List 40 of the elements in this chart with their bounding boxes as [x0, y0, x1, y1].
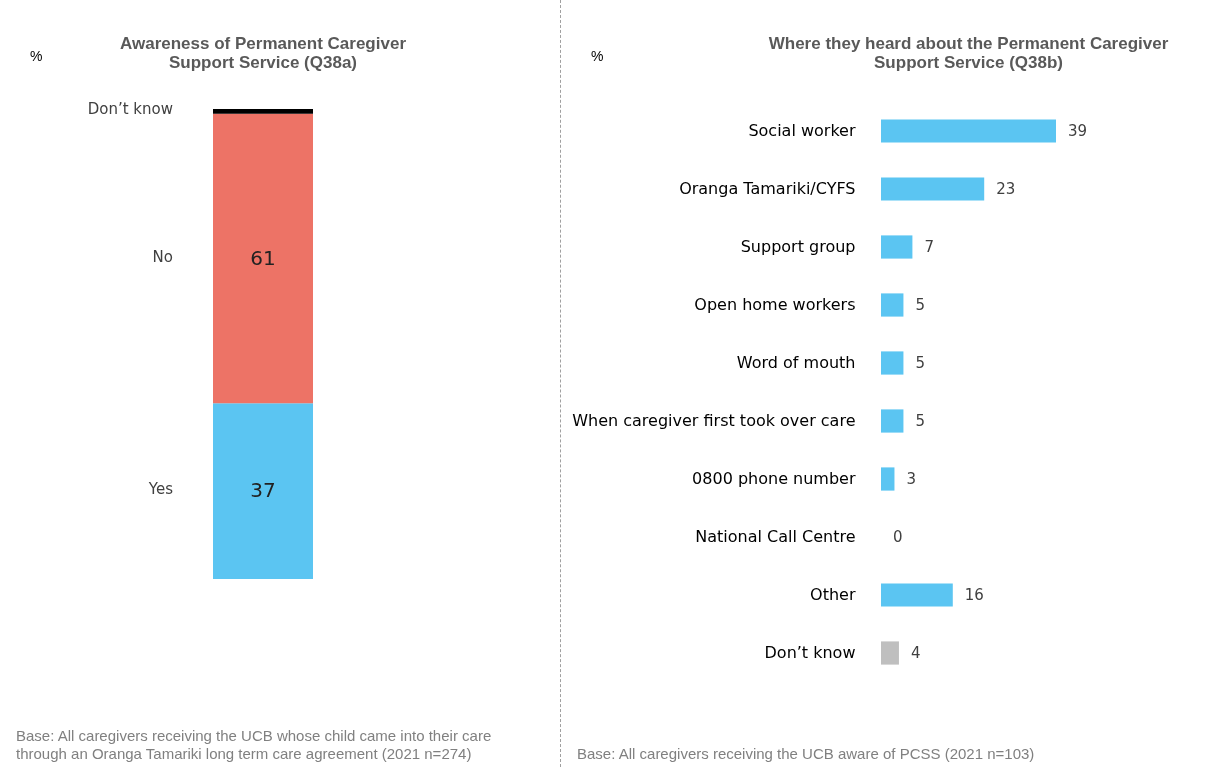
data-label: 7	[924, 238, 934, 256]
chart-title: Awareness of Permanent Caregiver Support Service (Q38a)	[120, 34, 407, 73]
data-label: 5	[915, 296, 925, 314]
y-axis-title: %	[30, 48, 43, 64]
data-label: 37	[250, 478, 276, 503]
y-tick-label: Oranga Tamariki/CYFS	[679, 179, 856, 198]
chart-title: Where they heard about the Permanent Caregiver Support Service (Q38b)	[768, 34, 1169, 72]
text: No	[152, 247, 173, 266]
data-label: 0	[893, 528, 903, 546]
data-label: 5	[915, 412, 925, 430]
y-tick-label: Don’t know	[764, 643, 856, 662]
y-tick-label: When caregiver first took over care	[572, 411, 856, 430]
y-tick-label: Open home workers	[694, 295, 856, 314]
bar	[881, 119, 1056, 143]
bar	[881, 177, 985, 201]
bar	[881, 293, 904, 317]
y-tick-label: Support group	[740, 237, 856, 256]
bar	[881, 467, 895, 491]
y-tick-label: Social worker	[748, 121, 856, 140]
data-label: 23	[996, 180, 1016, 198]
bar	[881, 641, 899, 665]
data-label: 5	[915, 354, 925, 372]
text: Base: All caregivers receiving the UCB aware of PCSS (2021 n=103)	[577, 745, 1036, 763]
y-tick-label: National Call Centre	[695, 527, 856, 546]
text: Don’t know	[87, 100, 173, 119]
bar	[881, 351, 904, 375]
data-label: 16	[964, 586, 984, 604]
y-tick-label: 0800 phone number	[692, 469, 856, 488]
bar	[881, 583, 953, 607]
text: Yes	[147, 480, 174, 499]
bar	[881, 409, 904, 433]
bar	[881, 235, 913, 259]
y-tick-label: Other	[810, 585, 856, 604]
data-label: 4	[910, 644, 921, 662]
y-tick-label: Word of mouth	[736, 353, 856, 372]
data-label: 3	[906, 470, 917, 488]
text: Base: All caregivers receiving the UCB whose child came into their care through an Oranga Tamariki long term care agreement (2021 n=274)	[16, 727, 493, 763]
y-axis-title: %	[591, 48, 604, 64]
data-label: 61	[250, 245, 276, 270]
data-label: 39	[1068, 122, 1088, 140]
